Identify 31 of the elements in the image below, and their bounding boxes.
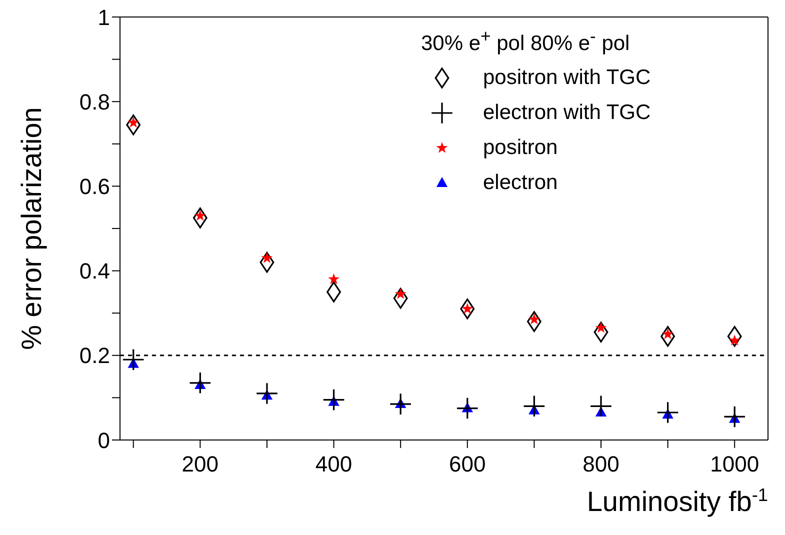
legend-label: positron — [483, 136, 558, 160]
point — [657, 402, 678, 423]
x-tick-label: 800 — [582, 452, 620, 477]
x-tick-label: 1000 — [710, 452, 760, 477]
legend-label: electron — [483, 170, 558, 194]
point — [590, 396, 612, 417]
point — [724, 406, 745, 428]
point — [526, 311, 542, 332]
y-axis-title: % error polarization — [16, 107, 48, 350]
y-tick-label: 0 — [98, 428, 110, 453]
x-tick-label: 400 — [315, 452, 352, 477]
point — [190, 372, 211, 394]
legend-label: electron with TGC — [483, 100, 651, 124]
legend-title: 30% e$^{+}$ pol 80% e$^{-}$ pol — [420, 26, 631, 56]
point — [390, 394, 411, 414]
y-tick-label: 0.4 — [79, 258, 110, 284]
x-axis-title: Luminosity fb$^{-1}$ — [586, 485, 768, 517]
x-tick-label: 600 — [449, 452, 486, 477]
y-tick-label: 0.8 — [79, 89, 110, 114]
point — [192, 208, 208, 228]
point — [328, 273, 340, 284]
x-tick-label: 200 — [182, 452, 219, 477]
legend-label: positron with TGC — [483, 66, 651, 90]
y-tick-label: 0.2 — [79, 343, 110, 368]
y-tick-label: 0.6 — [79, 174, 110, 200]
y-tick-label: 1 — [98, 4, 110, 30]
point — [256, 383, 278, 404]
point — [524, 396, 545, 417]
point — [122, 349, 144, 370]
point — [456, 398, 478, 419]
point — [323, 389, 344, 410]
